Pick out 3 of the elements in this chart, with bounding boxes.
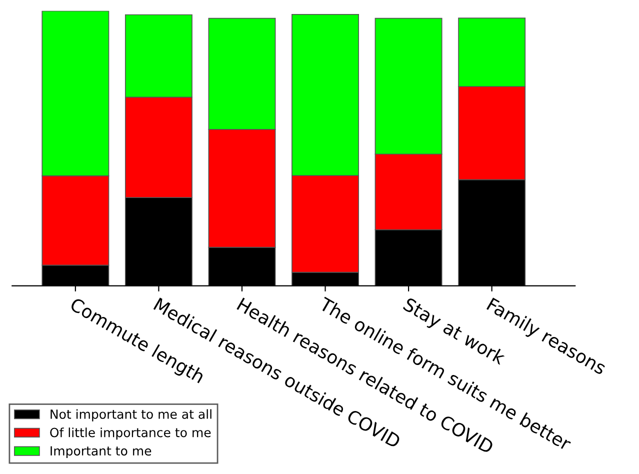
- legend-label: Of little importance to me: [50, 428, 211, 440]
- legend-label: Not important to me at all: [50, 409, 212, 422]
- legend-label: Important to me: [50, 446, 152, 458]
